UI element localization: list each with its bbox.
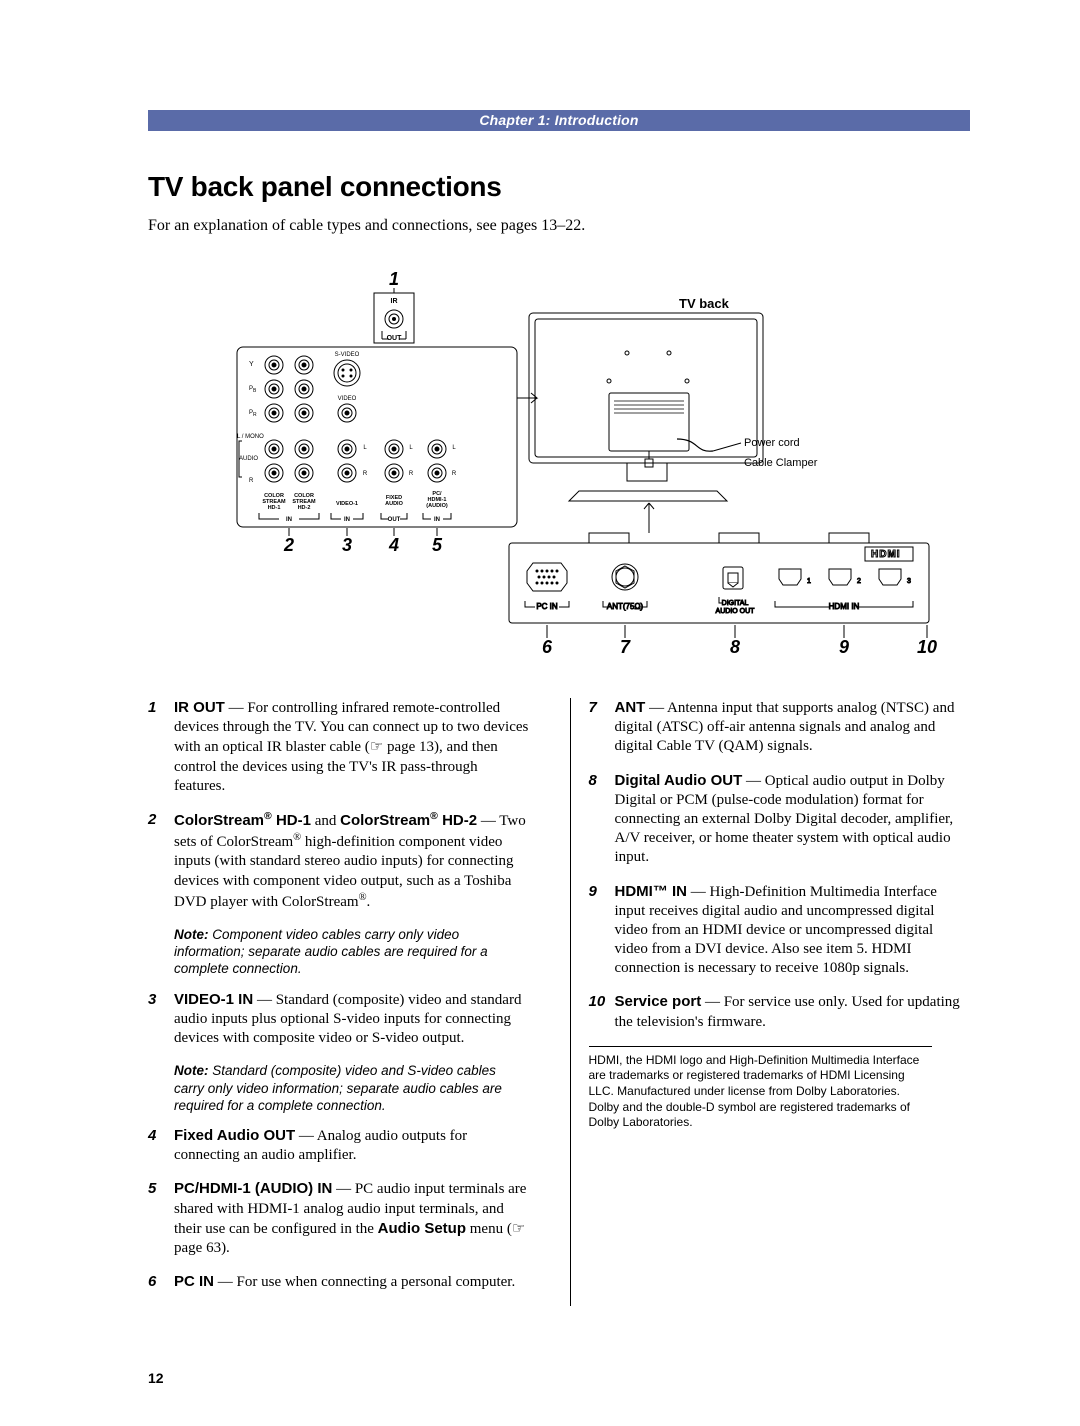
fineprint: HDMI, the HDMI logo and High-Definition …	[589, 1046, 932, 1131]
spec-item-number: 5	[148, 1179, 174, 1258]
spec-item: 2ColorStream® HD-1 and ColorStream® HD-2…	[148, 810, 530, 912]
power-cord-label: Power cord	[744, 437, 800, 449]
page-title: TV back panel connections	[148, 171, 970, 203]
label-r2: R	[363, 471, 368, 477]
callout-9: 9	[839, 637, 849, 657]
spec-item-body: HDMI™ IN — High-Definition Multimedia In…	[615, 882, 971, 979]
svg-text:1: 1	[807, 578, 811, 585]
spec-item-body: Digital Audio OUT — Optical audio output…	[615, 771, 971, 868]
spec-item-body: PC IN — For use when connecting a person…	[174, 1272, 530, 1292]
spec-item-note: Note: Component video cables carry only …	[174, 926, 530, 978]
body-columns: 1IR OUT — For controlling infrared remot…	[148, 698, 970, 1306]
spec-item: 1IR OUT — For controlling infrared remot…	[148, 698, 530, 796]
spec-item-body: ANT — Antenna input that supports analog…	[615, 698, 971, 757]
spec-item-number: 7	[589, 698, 615, 757]
callout-3: 3	[342, 535, 352, 555]
label-hdmi-in: HDMI IN	[829, 602, 860, 611]
diagram-svg: IR OUT Y PB PR L / MONO AUDIO R	[179, 253, 939, 663]
spec-item-body: Fixed Audio OUT — Analog audio outputs f…	[174, 1126, 530, 1165]
svg-text:(AUDIO): (AUDIO)	[426, 503, 448, 509]
label-pcin: PC IN	[536, 602, 558, 611]
svg-text:HDMI: HDMI	[871, 549, 901, 560]
svg-text:DIGITAL: DIGITAL	[722, 600, 749, 607]
cable-clamper-label: Cable Clamper	[744, 457, 818, 469]
spec-item-body: IR OUT — For controlling infrared remote…	[174, 698, 530, 796]
page-number: 12	[148, 1370, 970, 1386]
spec-item-number: 6	[148, 1272, 174, 1292]
svg-text:IN: IN	[344, 517, 350, 523]
intro-text: For an explanation of cable types and co…	[148, 217, 970, 235]
svg-text:HD-2: HD-2	[298, 505, 311, 511]
spec-item-number: 1	[148, 698, 174, 796]
right-column: 7ANT — Antenna input that supports analo…	[570, 698, 971, 1306]
label-lmono: L / MONO	[237, 434, 264, 440]
spec-item-number: 9	[589, 882, 615, 979]
spec-item-number: 2	[148, 810, 174, 912]
spec-item: 6PC IN — For use when connecting a perso…	[148, 1272, 530, 1292]
tv-back-label: TV back	[679, 296, 730, 311]
svg-text:3: 3	[907, 578, 911, 585]
label-r: R	[249, 478, 254, 484]
spec-item: 9HDMI™ IN — High-Definition Multimedia I…	[589, 882, 971, 979]
spec-item: 10Service port — For service use only. U…	[589, 992, 971, 1031]
spec-item-number: 3	[148, 990, 174, 1049]
spec-item: 4Fixed Audio OUT — Analog audio outputs …	[148, 1126, 530, 1165]
svg-text:IN: IN	[434, 517, 440, 523]
svg-text:OUT: OUT	[388, 517, 401, 523]
callout-6: 6	[542, 637, 553, 657]
svg-text:2: 2	[857, 578, 861, 585]
spec-item-body: Service port — For service use only. Use…	[615, 992, 971, 1031]
spec-item-note: Note: Standard (composite) video and S-v…	[174, 1062, 530, 1114]
label-ir: IR	[391, 298, 398, 305]
spec-item: 3VIDEO-1 IN — Standard (composite) video…	[148, 990, 530, 1049]
spec-item-body: PC/HDMI-1 (AUDIO) IN — PC audio input te…	[174, 1179, 530, 1258]
label-svideo: S-VIDEO	[335, 352, 360, 358]
callout-7: 7	[620, 637, 631, 657]
label-audio: AUDIO	[239, 456, 258, 462]
callout-1: 1	[389, 269, 399, 289]
svg-text:R: R	[409, 471, 414, 477]
callout-4: 4	[388, 535, 399, 555]
spec-item-body: ColorStream® HD-1 and ColorStream® HD-2 …	[174, 810, 530, 912]
svg-text:AUDIO: AUDIO	[385, 501, 403, 507]
callout-5: 5	[432, 535, 443, 555]
spec-item: 8Digital Audio OUT — Optical audio outpu…	[589, 771, 971, 868]
callout-8: 8	[730, 637, 740, 657]
spec-item-body: VIDEO-1 IN — Standard (composite) video …	[174, 990, 530, 1049]
spec-item: 5PC/HDMI-1 (AUDIO) IN — PC audio input t…	[148, 1179, 530, 1258]
svg-text:R: R	[452, 471, 457, 477]
spec-item: 7ANT — Antenna input that supports analo…	[589, 698, 971, 757]
label-y: Y	[249, 361, 254, 368]
chapter-bar: Chapter 1: Introduction	[148, 110, 970, 131]
svg-text:VIDEO-1: VIDEO-1	[336, 501, 358, 507]
left-column: 1IR OUT — For controlling infrared remot…	[148, 698, 530, 1306]
back-panel-figure: IR OUT Y PB PR L / MONO AUDIO R	[148, 253, 970, 668]
callout-10: 10	[917, 637, 937, 657]
svg-text:IN: IN	[286, 517, 292, 523]
spec-item-number: 10	[589, 992, 615, 1031]
spec-item-number: 4	[148, 1126, 174, 1165]
label-ant: ANT(75Ω)	[607, 602, 644, 611]
callout-2: 2	[283, 535, 294, 555]
label-video: VIDEO	[338, 396, 357, 402]
spec-item-number: 8	[589, 771, 615, 868]
svg-text:HD-1: HD-1	[268, 505, 281, 511]
svg-text:AUDIO OUT: AUDIO OUT	[716, 608, 756, 615]
